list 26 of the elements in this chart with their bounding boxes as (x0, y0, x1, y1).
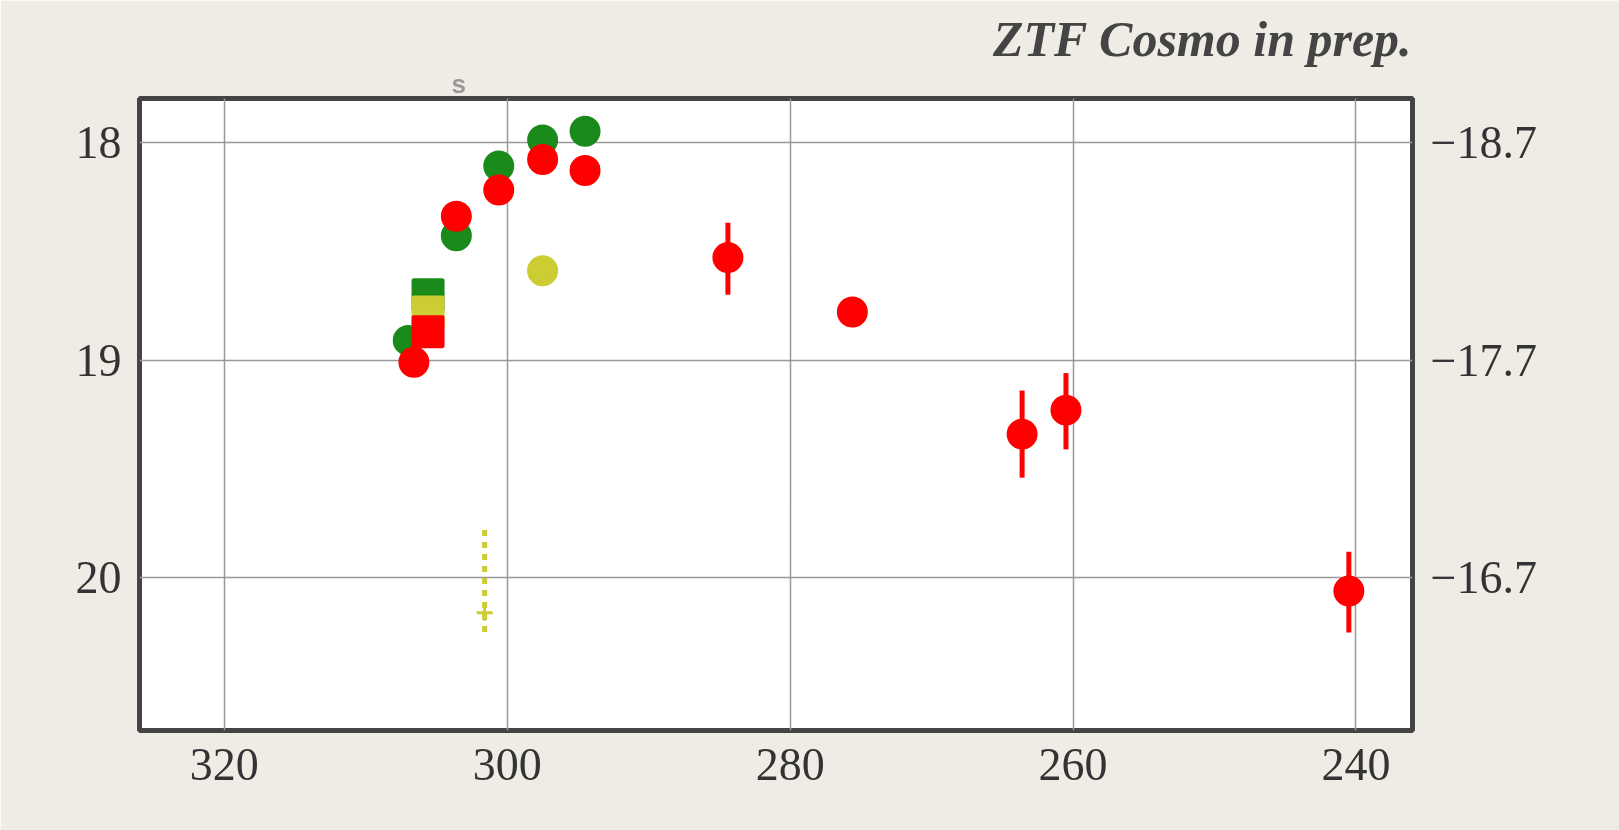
point (712, 242, 744, 274)
x-tick-label: 320 (189, 738, 259, 790)
y2-tick-label: −18.7 (1430, 116, 1537, 168)
point (1050, 394, 1082, 426)
point (569, 154, 601, 186)
point (1333, 575, 1365, 607)
x-tick-label: 240 (1321, 738, 1391, 790)
y2-tick-label: −17.7 (1430, 334, 1537, 386)
point (1006, 418, 1038, 450)
y-tick-label: 18 (75, 116, 122, 168)
y-tick-label: 19 (75, 334, 122, 386)
y2-tick-label: −16.7 (1430, 552, 1537, 604)
text: s (451, 68, 466, 99)
point (411, 315, 445, 349)
x-tick-label: 300 (472, 738, 542, 790)
y-tick-label: 20 (75, 552, 122, 604)
point (398, 346, 430, 378)
chart-title: ZTF Cosmo in prep. (992, 10, 1412, 67)
point (527, 144, 559, 175)
point (440, 200, 472, 232)
point (483, 174, 515, 206)
x-tick-label: 260 (1038, 738, 1108, 790)
point (836, 296, 868, 328)
point (527, 255, 559, 287)
x-tick-label: 280 (755, 738, 825, 790)
point (569, 115, 601, 147)
